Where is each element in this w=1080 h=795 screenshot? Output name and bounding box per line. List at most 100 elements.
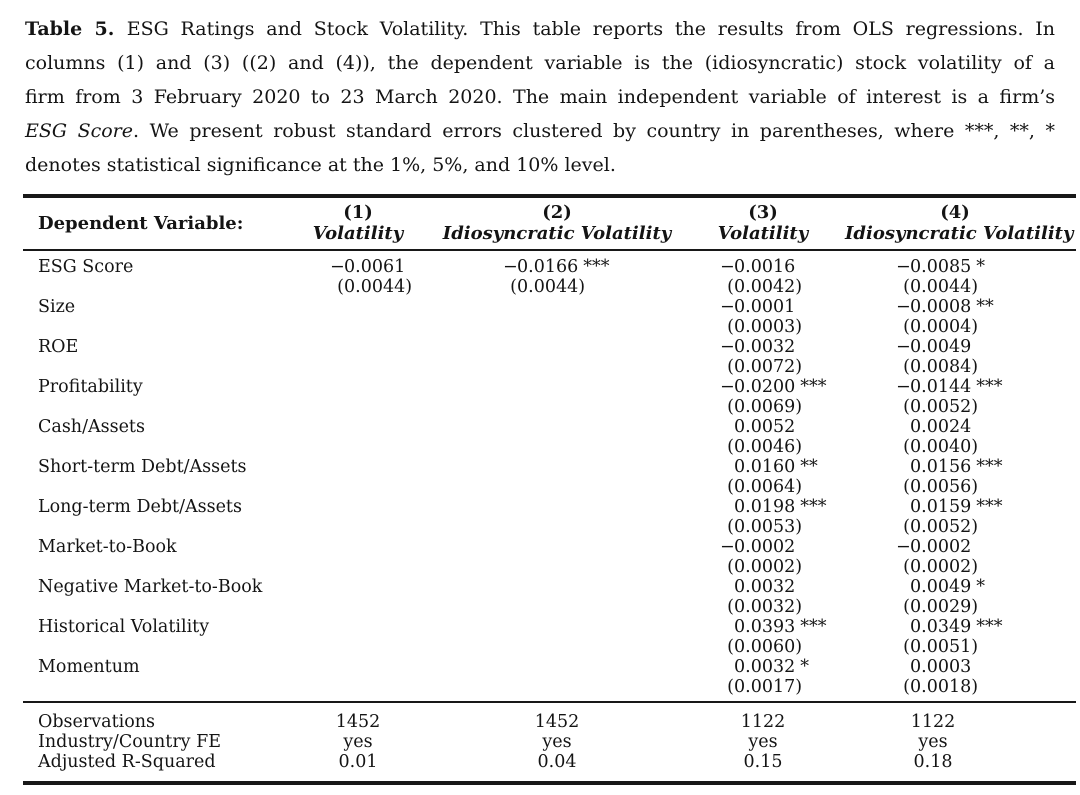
value-prefix: −	[896, 537, 911, 557]
caption-text: firm from 3 February 2020 to 23 March 20…	[25, 86, 1055, 108]
significance-stars: *	[976, 257, 985, 277]
table-row: Historical Volatility 0.0393 *** (0.0060) 0.…	[23, 617, 1076, 657]
value-digits: 0.0003)	[734, 317, 803, 337]
value-cell: 0.0393 *** (0.0060)	[681, 617, 845, 657]
row-label: Size	[38, 297, 76, 317]
column-header-3: (3) Volatility	[681, 202, 845, 244]
column-dependent-variable: Volatility	[312, 223, 404, 244]
value-digits: 0.0051)	[910, 637, 979, 657]
table-row: Negative Market-to-Book 0.0032 (0.0032) 0.0…	[23, 577, 1076, 617]
row-label: Historical Volatility	[38, 617, 210, 637]
value-prefix: (	[727, 557, 734, 577]
value-cell: −0.0061 (0.0044)	[283, 257, 433, 297]
value-digits: 0.0044)	[517, 277, 586, 297]
value-digits: 0.0029)	[910, 597, 979, 617]
value-digits: 0.0044)	[344, 277, 413, 297]
table-top-rule	[23, 194, 1076, 198]
table-row: ROE −0.0032 (0.0072) −0.0049 (0.0084)	[23, 337, 1076, 377]
row-label: Short-term Debt/Assets	[38, 457, 247, 477]
column-header-2: (2) Idiosyncratic Volatility	[433, 202, 681, 244]
value-digits: 0.0002)	[734, 557, 803, 577]
table-body: ESG Score −0.0061 (0.0044) −0.0166 *** (0.004…	[23, 251, 1076, 701]
standard-error-value: (0.0018)	[896, 677, 1065, 697]
value-digits: 0.0046)	[734, 437, 803, 457]
value-digits: 0.0052)	[910, 397, 979, 417]
standard-error-value: (0.0060)	[720, 637, 845, 657]
coefficient-value: −0.0002	[720, 537, 845, 557]
value-prefix: (	[727, 517, 734, 537]
coefficient-value: 0.0393 ***	[720, 617, 845, 637]
header-rule	[23, 249, 1076, 251]
column-number: (3)	[748, 202, 778, 223]
standard-error-value: (0.0003)	[720, 317, 845, 337]
value-digits: 0.0198	[734, 497, 796, 517]
value-digits: 0.0159	[910, 497, 972, 517]
value-cell	[433, 617, 681, 657]
value-digits: 0.0064)	[734, 477, 803, 497]
footer-value: yes	[748, 732, 778, 752]
value-digits: 0.0053)	[734, 517, 803, 537]
value-cell: −0.0016 (0.0042)	[681, 257, 845, 297]
table-row: Cash/Assets 0.0052 (0.0046) 0.0024 (0.0040)	[23, 417, 1076, 457]
value-digits: 0.0166	[517, 257, 579, 277]
value-prefix: (	[903, 517, 910, 537]
coefficient-value: 0.0052	[720, 417, 845, 437]
value-prefix: (	[903, 437, 910, 457]
value-digits: 0.0084)	[910, 357, 979, 377]
value-cell: 0.0032 * (0.0017)	[681, 657, 845, 697]
column-dependent-variable: Idiosyncratic Volatility	[442, 223, 672, 244]
value-prefix: (	[337, 277, 344, 297]
caption-line: Table 5. ESG Ratings and Stock Volatilit…	[25, 12, 1055, 46]
table-row: Size −0.0001 (0.0003) −0.0008 ** (0.0004)	[23, 297, 1076, 337]
value-cell	[433, 377, 681, 417]
value-cell	[283, 617, 433, 657]
coefficient-value: −0.0032	[720, 337, 845, 357]
standard-error-value: (0.0056)	[896, 477, 1065, 497]
significance-stars: ***	[583, 257, 610, 277]
value-digits: 0.0032	[734, 337, 796, 357]
value-cell: −0.0032 (0.0072)	[681, 337, 845, 377]
caption-text: ESG Score	[25, 120, 134, 142]
coefficient-value: 0.0032 *	[720, 657, 845, 677]
value-prefix: (	[727, 277, 734, 297]
standard-error-value: (0.0053)	[720, 517, 845, 537]
table-row: Profitability −0.0200 *** (0.0069) −0.0144 **…	[23, 377, 1076, 417]
value-cell	[433, 457, 681, 497]
value-cell: 0.0049 * (0.0029)	[845, 577, 1065, 617]
value-cell: −0.0085 * (0.0044)	[845, 257, 1065, 297]
coefficient-value: 0.0198 ***	[720, 497, 845, 517]
footer-value: 1122	[740, 712, 786, 732]
value-prefix: (	[727, 597, 734, 617]
value-prefix: (	[727, 317, 734, 337]
value-prefix: (	[727, 637, 734, 657]
table-row: ESG Score −0.0061 (0.0044) −0.0166 *** (0.004…	[23, 257, 1076, 297]
footer-value: yes	[918, 732, 948, 752]
value-digits: 0.0044)	[910, 277, 979, 297]
significance-stars: ***	[976, 457, 1003, 477]
caption-text: ESG Ratings and Stock Volatility. This t…	[126, 18, 1055, 40]
value-cell: −0.0008 ** (0.0004)	[845, 297, 1065, 337]
value-cell	[283, 497, 433, 537]
value-prefix: (	[903, 477, 910, 497]
table-footer: Observations 1452 1452 1122 1122 Industry/Cou…	[23, 703, 1076, 781]
value-cell	[433, 497, 681, 537]
value-digits: 0.0002)	[910, 557, 979, 577]
significance-stars: **	[976, 297, 994, 317]
value-digits: 0.0061	[344, 257, 406, 277]
value-prefix: (	[727, 477, 734, 497]
table-row: Momentum 0.0032 * (0.0017) 0.0003 (0.0018)	[23, 657, 1076, 697]
standard-error-value: (0.0052)	[896, 397, 1065, 417]
standard-error-value: (0.0040)	[896, 437, 1065, 457]
caption-line: firm from 3 February 2020 to 23 March 20…	[25, 80, 1055, 114]
value-cell: −0.0144 *** (0.0052)	[845, 377, 1065, 417]
column-dependent-variable: Volatility	[717, 223, 809, 244]
value-cell	[433, 537, 681, 577]
value-cell: −0.0002 (0.0002)	[681, 537, 845, 577]
coefficient-value: 0.0349 ***	[896, 617, 1065, 637]
standard-error-value: (0.0029)	[896, 597, 1065, 617]
caption-text: denotes statistical significance at the …	[25, 154, 616, 176]
coefficient-value: −0.0061	[330, 257, 433, 277]
value-cell	[283, 297, 433, 337]
value-prefix: −	[330, 257, 345, 277]
footer-label: Industry/Country FE	[38, 732, 222, 752]
